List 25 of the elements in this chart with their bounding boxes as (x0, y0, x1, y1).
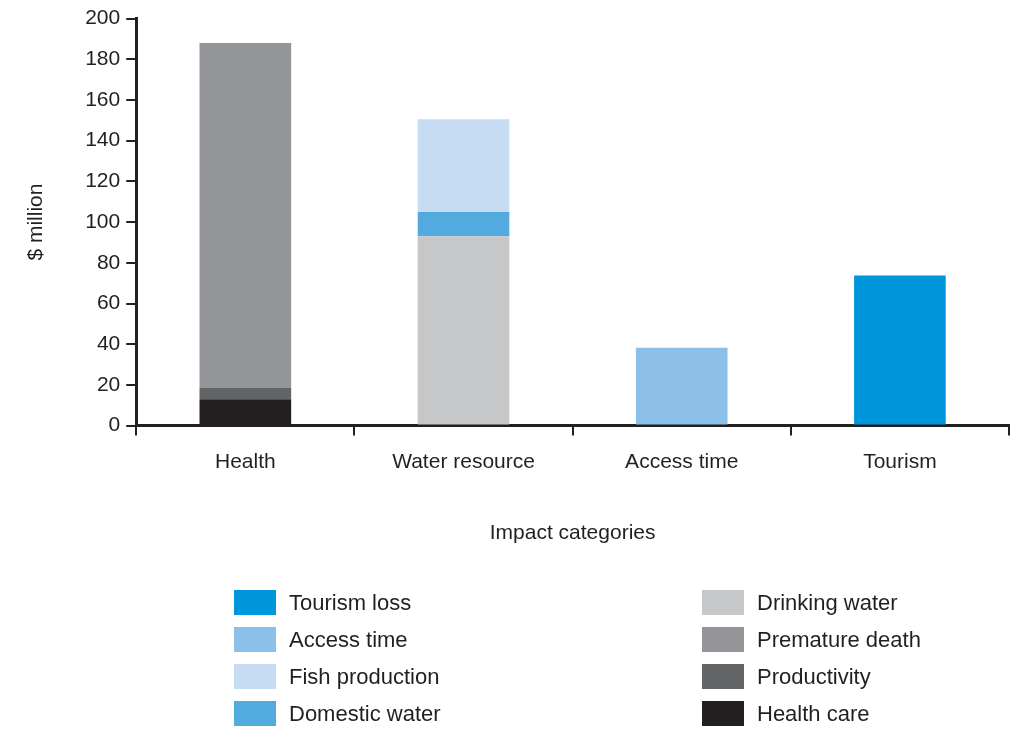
legend-label: Health care (757, 700, 870, 727)
legend-label: Premature death (757, 626, 921, 653)
legend-label: Productivity (757, 663, 871, 690)
x-tick-label: Tourism (863, 449, 937, 472)
y-tick-label: 200 (85, 5, 121, 29)
y-tick-label: 40 (96, 331, 121, 354)
y-tick-label: 160 (85, 86, 121, 110)
y-tick-label: 0 (108, 412, 121, 436)
y-tick-label: 120 (85, 168, 121, 192)
y-tick-label: 80 (96, 249, 121, 273)
y-tick-label: 180 (85, 46, 121, 70)
y-tick-label: 100 (85, 208, 121, 232)
legend-label: Drinking water (757, 589, 898, 616)
legend-label: Fish production (289, 663, 440, 690)
y-tick-label: 20 (96, 371, 121, 395)
legend-label: Domestic water (289, 700, 441, 727)
legend-label: Access time (289, 626, 408, 653)
x-tick-label: Water resource (392, 449, 535, 472)
legend-label: Tourism loss (289, 589, 412, 616)
x-tick-label: Access time (625, 449, 739, 472)
y-axis-title: $ million (23, 183, 47, 261)
y-tick-label: 60 (96, 290, 121, 314)
x-tick-label: Health (214, 449, 276, 472)
x-axis-title: Impact categories (489, 520, 656, 544)
y-tick-label: 140 (85, 127, 121, 151)
